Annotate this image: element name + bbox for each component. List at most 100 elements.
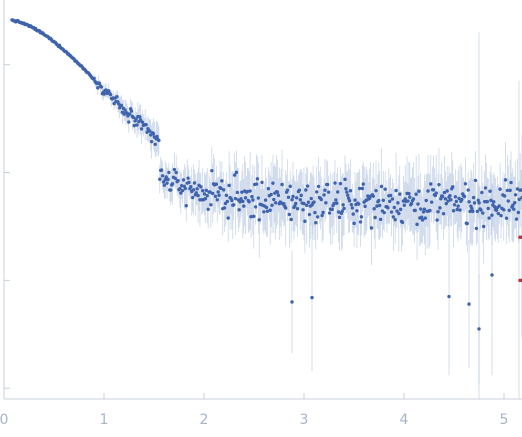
data-point	[303, 219, 307, 223]
data-point	[424, 198, 428, 203]
data-point	[463, 182, 468, 186]
data-point	[211, 191, 215, 196]
data-point	[242, 204, 246, 208]
data-point	[127, 120, 131, 124]
data-point	[221, 188, 226, 192]
data-point	[282, 202, 286, 206]
data-point	[506, 199, 511, 203]
data-points	[10, 18, 522, 331]
data-point	[394, 188, 398, 193]
data-point	[494, 208, 499, 212]
data-point	[458, 208, 462, 212]
data-point	[345, 190, 349, 194]
data-point	[264, 205, 269, 210]
data-point	[151, 132, 156, 136]
data-point	[196, 193, 200, 198]
data-point	[184, 204, 188, 208]
data-point	[502, 208, 506, 212]
data-point	[379, 184, 384, 189]
data-point	[247, 200, 251, 204]
data-point	[382, 210, 386, 215]
data-point	[344, 187, 348, 191]
data-point	[481, 224, 486, 229]
data-point	[429, 200, 434, 204]
data-point	[170, 182, 175, 186]
data-point	[455, 207, 459, 212]
data-point	[257, 218, 261, 222]
data-point	[178, 187, 182, 191]
data-point	[220, 179, 224, 183]
data-point	[421, 210, 426, 214]
data-point	[200, 188, 205, 193]
data-point	[446, 199, 450, 203]
data-point	[416, 202, 420, 206]
data-point	[248, 189, 252, 193]
data-point	[243, 196, 248, 200]
data-point	[436, 210, 440, 214]
data-point	[452, 203, 457, 207]
data-point	[140, 120, 145, 124]
data-point	[291, 194, 295, 199]
data-point	[341, 203, 345, 207]
data-point	[138, 115, 142, 119]
data-point	[97, 81, 102, 86]
data-point	[470, 206, 474, 211]
data-point	[294, 196, 299, 200]
data-point	[336, 190, 340, 194]
outlier-point	[518, 235, 522, 239]
data-point	[359, 215, 364, 219]
data-point	[488, 189, 492, 193]
data-point	[386, 206, 390, 210]
data-point	[205, 193, 209, 198]
data-point	[323, 188, 327, 192]
data-point	[214, 182, 219, 186]
data-point	[342, 206, 346, 211]
data-point	[132, 123, 136, 128]
data-point	[398, 207, 403, 212]
x-axis-ticks: 0 1 2 3 4 5	[0, 393, 508, 428]
data-point	[255, 177, 260, 181]
data-point	[153, 142, 157, 146]
data-point	[456, 204, 460, 208]
data-point	[467, 302, 471, 306]
data-point	[490, 273, 494, 277]
data-point	[325, 182, 330, 187]
data-point	[327, 211, 332, 215]
data-point	[313, 210, 317, 215]
data-point	[304, 188, 308, 192]
data-point	[460, 197, 464, 202]
data-point	[439, 196, 443, 201]
data-point	[225, 199, 230, 204]
data-point	[338, 181, 343, 186]
data-point	[289, 217, 293, 222]
data-point	[441, 211, 446, 216]
data-point	[209, 203, 213, 207]
data-point	[233, 196, 238, 201]
data-point	[513, 193, 518, 197]
data-point	[232, 173, 237, 177]
data-point	[194, 191, 198, 195]
data-point	[215, 198, 219, 202]
data-point	[322, 193, 326, 197]
data-point	[199, 185, 203, 189]
data-point	[135, 123, 139, 127]
data-point	[306, 200, 311, 204]
data-point	[180, 188, 185, 193]
data-point	[273, 201, 278, 205]
data-point	[393, 218, 397, 222]
data-point	[315, 215, 320, 219]
data-point	[496, 211, 500, 216]
data-point	[139, 127, 144, 131]
data-point	[434, 191, 438, 195]
data-point	[420, 218, 425, 222]
data-point	[284, 206, 288, 210]
data-point	[131, 115, 136, 120]
data-point	[356, 202, 361, 206]
data-point	[473, 178, 478, 183]
data-point	[204, 188, 209, 193]
data-point	[186, 176, 190, 180]
data-point	[358, 220, 363, 224]
data-point	[492, 200, 496, 204]
data-point	[336, 210, 341, 214]
data-point	[285, 188, 290, 192]
